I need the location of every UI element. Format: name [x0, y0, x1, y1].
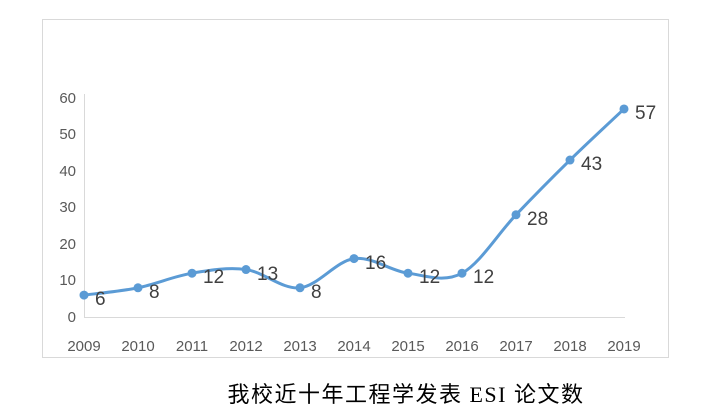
data-point-marker [511, 210, 521, 220]
x-axis-tick-label: 2016 [445, 338, 479, 355]
data-point-marker [403, 268, 413, 278]
x-axis-tick-label: 2011 [175, 338, 209, 355]
x-axis-tick-label: 2010 [121, 338, 155, 355]
y-axis-tick-label: 40 [59, 162, 76, 180]
y-axis-tick-label: 50 [59, 126, 76, 143]
data-point-label: 8 [149, 281, 160, 303]
data-point-label: 12 [473, 267, 495, 289]
data-point-marker [565, 155, 575, 165]
x-axis-tick-label: 2014 [337, 338, 371, 355]
y-axis-tick-label: 0 [67, 308, 76, 326]
data-point-label: 13 [257, 263, 279, 285]
chart-title: 我校近十年工程学发表 ESI 论文数 [227, 382, 585, 407]
data-point-marker [619, 104, 629, 114]
data-point-label: 28 [527, 208, 549, 230]
y-axis-tick-label: 10 [59, 272, 76, 289]
data-point-label: 16 [365, 252, 387, 274]
data-point-label: 57 [635, 102, 657, 124]
data-point-label: 8 [311, 281, 322, 303]
y-axis-tick-label: 20 [59, 235, 76, 253]
y-axis-tick-label: 60 [59, 89, 76, 107]
data-point-label: 12 [203, 267, 225, 289]
data-point-label: 43 [581, 154, 603, 176]
data-point-label: 12 [419, 267, 441, 289]
data-point-marker [457, 268, 467, 278]
series-line [82, 107, 626, 297]
x-axis-tick-label: 2009 [67, 338, 101, 355]
x-axis-tick-label: 2013 [283, 338, 317, 355]
chart-area-border [42, 19, 669, 358]
data-point-label: 6 [95, 289, 106, 311]
x-axis-tick-label: 2012 [229, 338, 263, 355]
data-point-marker [133, 283, 143, 293]
x-axis-tick-label: 2017 [499, 338, 533, 355]
x-axis-tick-label: 2015 [391, 338, 425, 355]
data-point-marker [241, 265, 251, 275]
data-point-marker [295, 283, 305, 293]
data-point-marker [349, 254, 359, 264]
data-point-marker [79, 290, 89, 300]
y-axis-tick-label: 30 [59, 199, 76, 216]
x-axis-tick-label: 2018 [553, 338, 587, 355]
x-axis-tick-label: 2019 [607, 338, 641, 355]
data-point-marker [187, 268, 197, 278]
